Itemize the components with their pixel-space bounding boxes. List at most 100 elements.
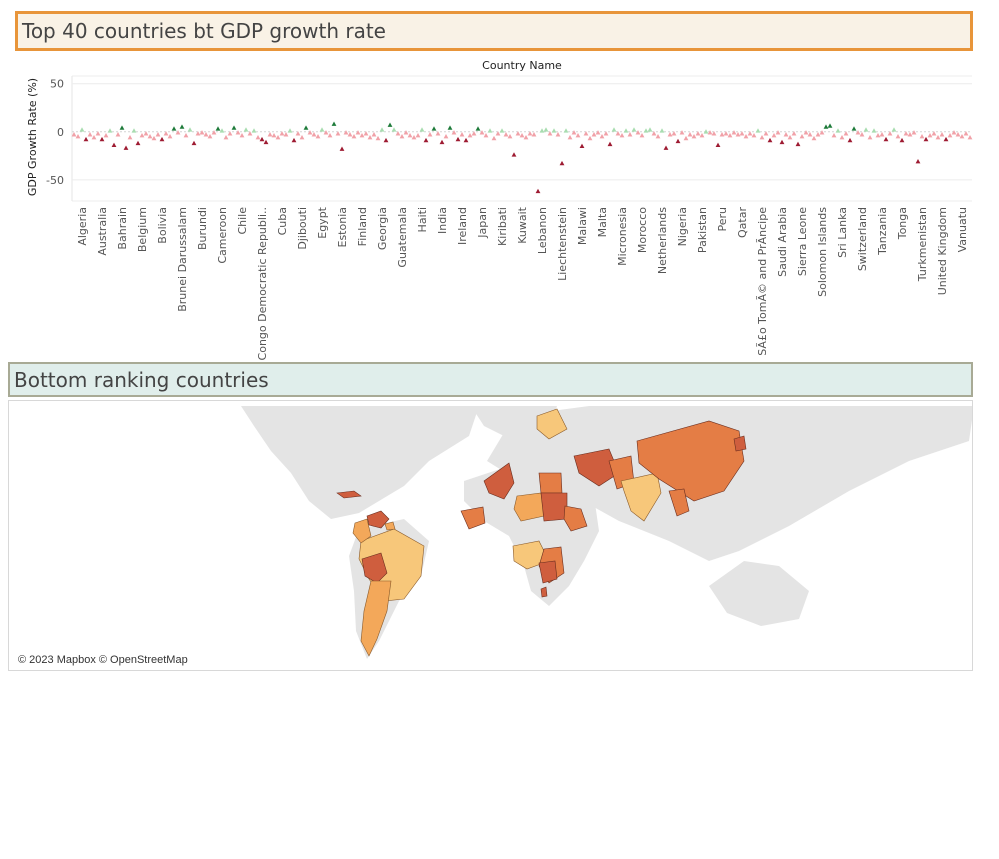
gdp-growth-chart[interactable]: Country Name GDP Growth Rate (%) 500-50 … [0, 55, 999, 360]
map-region-algeria[interactable] [483, 462, 515, 500]
data-point-triangle[interactable] [159, 136, 165, 142]
data-point-triangle[interactable] [127, 134, 133, 140]
data-point-triangle[interactable] [595, 130, 601, 135]
data-point-triangle[interactable] [675, 138, 681, 144]
data-point-triangle[interactable] [643, 128, 649, 133]
map-region-argentina-chile[interactable] [360, 580, 392, 657]
data-point-triangle[interactable] [275, 134, 281, 140]
data-point-triangle[interactable] [579, 143, 585, 148]
data-point-triangle[interactable] [639, 133, 645, 138]
data-point-triangle[interactable] [551, 128, 557, 133]
data-point-triangle[interactable] [71, 132, 77, 137]
data-point-triangle[interactable] [907, 132, 913, 137]
data-point-triangle[interactable] [299, 134, 305, 140]
data-point-triangle[interactable] [919, 133, 925, 139]
data-point-triangle[interactable] [687, 132, 693, 137]
map-region-korea[interactable] [733, 435, 747, 452]
data-point-triangle[interactable] [799, 133, 805, 139]
data-point-triangle[interactable] [587, 135, 593, 141]
data-point-triangle[interactable] [611, 127, 617, 132]
data-point-triangle[interactable] [571, 130, 577, 135]
data-point-triangle[interactable] [415, 133, 421, 138]
data-point-triangle[interactable] [379, 127, 385, 132]
data-point-triangle[interactable] [831, 133, 837, 138]
map-region-madagascar[interactable] [540, 586, 548, 598]
data-point-triangle[interactable] [851, 126, 857, 131]
data-point-triangle[interactable] [419, 127, 425, 132]
data-point-triangle[interactable] [771, 133, 777, 138]
data-point-triangle[interactable] [271, 133, 277, 138]
data-point-triangle[interactable] [251, 128, 257, 133]
data-point-triangle[interactable] [291, 137, 297, 143]
data-point-triangle[interactable] [99, 136, 105, 142]
data-point-triangle[interactable] [311, 132, 317, 137]
chart-points[interactable] [71, 121, 973, 194]
data-point-triangle[interactable] [199, 130, 205, 135]
data-point-triangle[interactable] [459, 132, 465, 137]
data-point-triangle[interactable] [963, 131, 969, 136]
data-point-triangle[interactable] [791, 131, 797, 136]
data-point-triangle[interactable] [343, 130, 349, 135]
data-point-triangle[interactable] [763, 131, 769, 136]
data-point-triangle[interactable] [491, 135, 497, 141]
data-point-triangle[interactable] [475, 126, 481, 131]
data-point-triangle[interactable] [767, 137, 773, 143]
data-point-triangle[interactable] [839, 134, 845, 140]
data-point-triangle[interactable] [651, 131, 657, 136]
data-point-triangle[interactable] [403, 130, 409, 135]
data-point-triangle[interactable] [563, 128, 569, 133]
data-point-triangle[interactable] [923, 136, 929, 142]
data-point-triangle[interactable] [599, 133, 605, 139]
data-point-triangle[interactable] [523, 134, 529, 140]
data-point-triangle[interactable] [75, 133, 81, 139]
data-point-triangle[interactable] [435, 131, 441, 136]
map-region-southern-africa[interactable] [538, 560, 558, 584]
data-point-triangle[interactable] [235, 130, 241, 135]
data-point-triangle[interactable] [663, 145, 669, 150]
data-point-triangle[interactable] [215, 126, 221, 131]
data-point-triangle[interactable] [635, 130, 641, 135]
map-region-egypt[interactable] [538, 472, 563, 494]
data-point-triangle[interactable] [103, 133, 109, 138]
data-point-triangle[interactable] [559, 160, 565, 166]
data-point-triangle[interactable] [495, 131, 501, 136]
data-point-triangle[interactable] [279, 131, 285, 136]
data-point-triangle[interactable] [295, 131, 301, 136]
data-point-triangle[interactable] [255, 134, 261, 140]
data-point-triangle[interactable] [483, 133, 489, 138]
data-point-triangle[interactable] [747, 131, 753, 136]
data-point-triangle[interactable] [167, 133, 173, 139]
data-point-triangle[interactable] [263, 139, 269, 145]
data-point-triangle[interactable] [627, 132, 633, 137]
data-point-triangle[interactable] [355, 130, 361, 135]
data-point-triangle[interactable] [471, 131, 477, 136]
data-point-triangle[interactable] [391, 127, 397, 132]
data-point-triangle[interactable] [139, 133, 145, 138]
data-point-triangle[interactable] [619, 133, 625, 138]
data-point-triangle[interactable] [855, 130, 861, 135]
data-point-triangle[interactable] [811, 135, 817, 141]
data-point-triangle[interactable] [735, 132, 741, 137]
data-point-triangle[interactable] [931, 131, 937, 136]
data-point-triangle[interactable] [695, 131, 701, 136]
data-point-triangle[interactable] [803, 130, 809, 135]
data-point-triangle[interactable] [583, 131, 589, 136]
data-point-triangle[interactable] [507, 133, 513, 139]
data-point-triangle[interactable] [951, 130, 957, 135]
data-point-triangle[interactable] [575, 133, 581, 138]
data-point-triangle[interactable] [959, 133, 965, 139]
data-point-triangle[interactable] [143, 131, 149, 136]
data-point-triangle[interactable] [411, 134, 417, 140]
data-point-triangle[interactable] [511, 152, 517, 157]
data-point-triangle[interactable] [171, 126, 177, 131]
data-point-triangle[interactable] [759, 134, 765, 140]
data-point-triangle[interactable] [615, 131, 621, 136]
data-point-triangle[interactable] [191, 140, 197, 146]
data-point-triangle[interactable] [375, 135, 381, 141]
data-point-triangle[interactable] [783, 132, 789, 137]
data-point-triangle[interactable] [327, 133, 333, 138]
data-point-triangle[interactable] [843, 131, 849, 136]
data-point-triangle[interactable] [123, 145, 129, 150]
data-point-triangle[interactable] [607, 141, 613, 147]
map-region-ukraine[interactable] [536, 408, 568, 440]
